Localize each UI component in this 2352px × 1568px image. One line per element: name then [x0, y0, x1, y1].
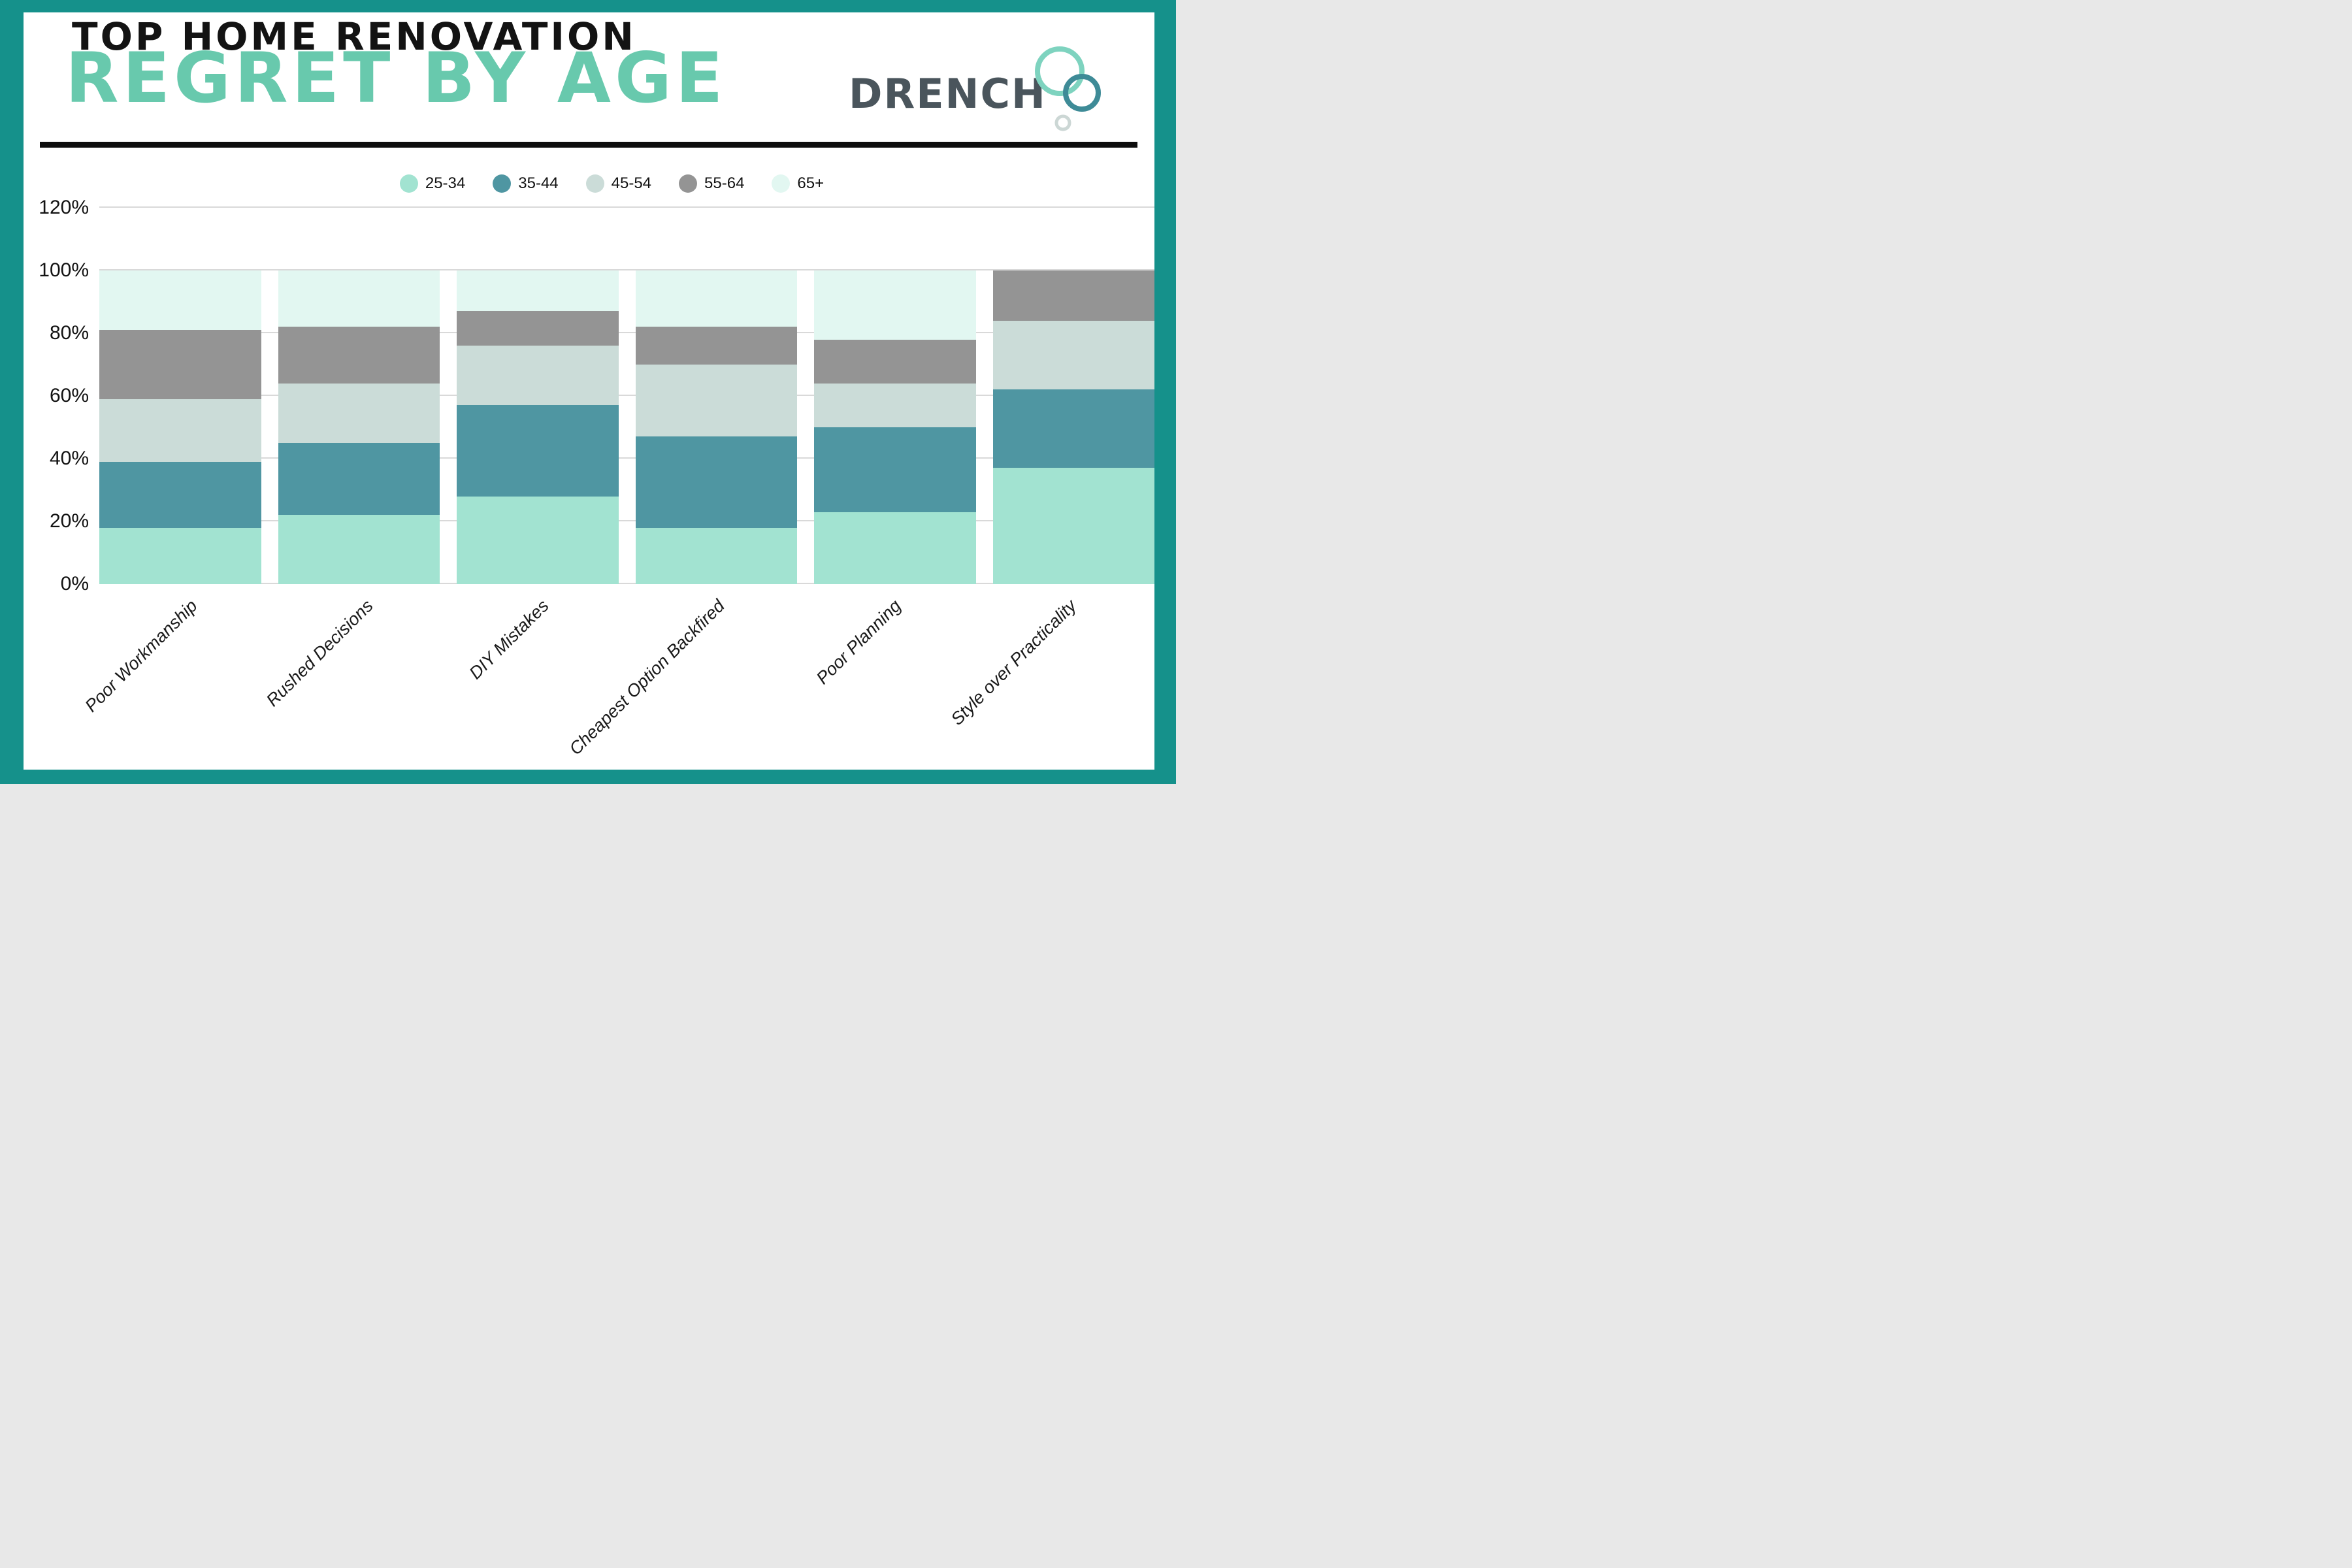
page-title-line1: TOP HOME RENOVATION: [72, 14, 636, 59]
bar-segment-65+: [99, 270, 261, 331]
bar-segment-25-34: [278, 515, 440, 584]
bar-segment-35-44: [635, 436, 797, 528]
bar-segment-25-34: [992, 468, 1154, 584]
legend-swatch: [772, 174, 791, 193]
bubbles-icon: [1035, 46, 1101, 131]
legend-item: 25-34: [399, 174, 466, 193]
bar-segment-65+: [457, 270, 619, 312]
bubble-small: [1054, 114, 1071, 131]
infographic-canvas: TOP HOME RENOVATION REGRET BY AGE DRENCH…: [24, 12, 1154, 770]
gridline: [99, 206, 1154, 208]
gridline: [99, 332, 1154, 333]
teal-frame: TOP HOME RENOVATION REGRET BY AGE DRENCH…: [0, 0, 1176, 784]
bar-segment-45-54: [99, 399, 261, 462]
y-tick-label: 80%: [49, 322, 89, 344]
gridline: [99, 520, 1154, 521]
gridline: [99, 395, 1154, 396]
bar-segment-55-64: [635, 327, 797, 365]
bar-segment-25-34: [99, 527, 261, 584]
x-tick-label: Cheapest Option Backfired: [565, 596, 729, 759]
x-tick-label: Style over Practicality: [947, 596, 1081, 729]
y-tick-label: 40%: [49, 448, 89, 469]
x-tick-label: Rushed Decisions: [262, 596, 377, 711]
bar-segment-25-34: [814, 512, 976, 584]
bar-segment-35-44: [457, 405, 619, 497]
legend-item: 55-64: [679, 174, 744, 193]
plot-area: [99, 206, 1154, 584]
legend-swatch: [399, 174, 418, 193]
brand-logo-text: DRENCH: [849, 70, 1047, 118]
bar-segment-65+: [635, 270, 797, 327]
legend-label: 55-64: [704, 174, 745, 192]
legend-swatch: [493, 174, 512, 193]
bar-group: [635, 270, 797, 584]
bar-segment-55-64: [99, 330, 261, 399]
bar-segment-45-54: [635, 365, 797, 437]
bar-group: [992, 270, 1154, 584]
x-tick-label: Poor Planning: [812, 596, 905, 689]
bar-segment-25-34: [457, 496, 619, 584]
bar-segment-45-54: [457, 346, 619, 406]
y-tick-label: 0%: [60, 573, 89, 595]
bar-segment-65+: [814, 270, 976, 340]
legend-swatch: [679, 174, 698, 193]
bar-segment-55-64: [992, 270, 1154, 321]
bar-group: [814, 270, 976, 584]
bars-container: [99, 270, 1154, 584]
bar-segment-55-64: [814, 339, 976, 384]
bar-segment-35-44: [992, 389, 1154, 468]
bar-segment-55-64: [457, 311, 619, 346]
bar-segment-25-34: [635, 527, 797, 584]
y-tick-label: 20%: [49, 510, 89, 532]
y-tick-label: 120%: [39, 197, 89, 218]
gridline: [99, 457, 1154, 459]
bubble-medium: [1063, 74, 1101, 112]
chart-legend: 25-34 35-44 45-54 55-64 65+: [46, 174, 1154, 193]
stacked-bar-chart: 0% 20% 40% 60% 80% 100% 120% Poor Workmanship R…: [24, 12, 1154, 770]
legend-label: 45-54: [611, 174, 652, 192]
legend-item: 65+: [772, 174, 824, 193]
bar-group: [278, 270, 440, 584]
gridline: [99, 583, 1154, 584]
bar-segment-45-54: [992, 320, 1154, 390]
legend-item: 45-54: [585, 174, 652, 193]
bar-segment-35-44: [278, 443, 440, 515]
y-tick-label: 60%: [49, 385, 89, 406]
bar-segment-35-44: [814, 427, 976, 512]
bubble-large: [1035, 46, 1085, 96]
bar-segment-55-64: [278, 327, 440, 384]
legend-label: 65+: [797, 174, 825, 192]
legend-item: 35-44: [493, 174, 559, 193]
title-divider-rule: [40, 142, 1137, 148]
bar-segment-35-44: [99, 461, 261, 528]
bar-segment-65+: [278, 270, 440, 327]
gridline: [99, 269, 1154, 270]
bar-group: [99, 270, 261, 584]
page-title-line2: REGRET BY AGE: [65, 38, 727, 118]
legend-swatch: [585, 174, 604, 193]
legend-label: 25-34: [425, 174, 466, 192]
x-axis-labels: Poor Workmanship Rushed Decisions DIY Mist…: [81, 596, 1154, 770]
legend-label: 35-44: [518, 174, 559, 192]
x-tick-label: DIY Mistakes: [465, 596, 553, 683]
y-tick-label: 100%: [39, 259, 89, 281]
bar-segment-45-54: [814, 383, 976, 428]
bar-segment-45-54: [278, 383, 440, 444]
x-tick-label: Poor Workmanship: [81, 596, 201, 716]
bar-group: [457, 270, 619, 584]
y-axis-labels: 0% 20% 40% 60% 80% 100% 120%: [24, 198, 89, 594]
